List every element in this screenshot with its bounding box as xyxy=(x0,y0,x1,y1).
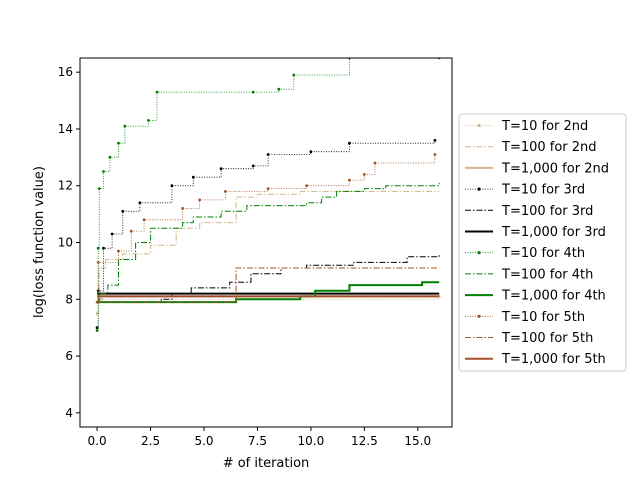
legend-marker xyxy=(477,123,481,128)
x-tick-label: 2.5 xyxy=(141,434,160,448)
series-point-3 xyxy=(348,141,351,145)
series-point-9 xyxy=(348,178,351,182)
series-point-3 xyxy=(266,153,270,156)
series-point-3 xyxy=(170,184,174,188)
series-point-3 xyxy=(110,232,114,236)
legend-marker xyxy=(477,251,481,255)
series-point-6 xyxy=(147,119,150,122)
series-point-3 xyxy=(251,164,255,168)
legend-label: T=1,000 for 2nd xyxy=(501,161,609,176)
series-point-6 xyxy=(251,90,255,94)
y-axis-label: log(loss function value) xyxy=(32,166,47,318)
legend-label: T=1,000 for 4th xyxy=(501,289,606,304)
series-point-9 xyxy=(224,190,227,193)
series-point-6 xyxy=(108,155,112,159)
y-tick-label: 12 xyxy=(58,179,73,193)
y-tick-label: 14 xyxy=(58,122,73,136)
legend: T=10 for 2nd T=100 for 2nd T=1,000 for 2nd… xyxy=(458,113,627,372)
series-point-9 xyxy=(266,187,270,191)
series-point-3 xyxy=(309,150,313,154)
legend-marker xyxy=(477,314,481,318)
y-tick-label: 8 xyxy=(65,292,73,306)
series-point-9 xyxy=(198,198,202,202)
series-point-3 xyxy=(433,138,437,142)
series-point-9 xyxy=(142,218,146,222)
legend-label: T=10 for 5th xyxy=(501,310,585,325)
series-point-3 xyxy=(102,246,105,250)
y-tick-label: 4 xyxy=(65,406,73,420)
x-tick-label: 15.0 xyxy=(404,434,431,448)
legend-label: T=10 for 3rd xyxy=(501,183,585,198)
y-tick-label: 10 xyxy=(58,236,73,250)
series-point-6 xyxy=(95,329,99,332)
x-tick-label: 0.0 xyxy=(88,434,107,448)
series-point-6 xyxy=(292,73,296,77)
series-point-6 xyxy=(117,141,120,145)
series-point-6 xyxy=(123,124,127,128)
y-tick-label: 16 xyxy=(58,65,73,79)
x-tick-label: 5.0 xyxy=(194,434,213,448)
legend-label: T=100 for 5th xyxy=(501,331,593,346)
series-line-7 xyxy=(97,182,440,303)
series-line-9 xyxy=(97,154,436,303)
series-line-10 xyxy=(97,267,440,303)
series-point-9 xyxy=(373,161,377,165)
series-line-6 xyxy=(97,58,440,331)
legend-marker xyxy=(477,187,481,191)
legend-label: T=100 for 4th xyxy=(501,267,593,282)
legend-label: T=100 for 3rd xyxy=(501,204,593,219)
series-layer xyxy=(95,58,441,332)
legend-label: T=10 for 4th xyxy=(501,246,585,261)
y-tick-label: 6 xyxy=(65,349,73,363)
series-point-6 xyxy=(97,187,101,191)
series-point-9 xyxy=(362,173,366,176)
series-point-6 xyxy=(102,170,105,173)
series-point-9 xyxy=(433,153,437,156)
series-point-3 xyxy=(191,175,195,179)
series-point-3 xyxy=(121,209,125,213)
x-tick-label: 10.0 xyxy=(298,434,325,448)
x-axis-label: # of iteration xyxy=(223,456,310,471)
series-point-9 xyxy=(129,229,133,233)
legend-label: T=1,000 for 5th xyxy=(501,352,606,367)
legend-label: T=10 for 2nd xyxy=(501,119,588,134)
series-line-3 xyxy=(97,140,436,329)
series-point-9 xyxy=(117,249,120,253)
plot-area xyxy=(80,58,452,427)
y-axis: 4 6 8 10 12 14 16 xyxy=(58,65,80,420)
x-tick-label: 7.5 xyxy=(248,434,267,448)
series-point-6 xyxy=(277,87,281,91)
series-point-6 xyxy=(155,90,159,94)
series-point-9 xyxy=(181,207,185,210)
legend-frame xyxy=(458,113,627,372)
series-point-3 xyxy=(138,201,142,205)
series-point-6 xyxy=(96,246,100,250)
series-point-0 xyxy=(95,312,99,315)
series-point-9 xyxy=(305,184,308,188)
series-line-1 xyxy=(97,190,440,300)
legend-label: T=1,000 for 3rd xyxy=(501,225,606,240)
x-tick-label: 12.5 xyxy=(351,434,378,448)
series-point-0 xyxy=(100,297,103,301)
legend-label: T=100 for 2nd xyxy=(501,140,597,155)
series-point-9 xyxy=(96,261,100,264)
series-point-3 xyxy=(219,167,223,171)
x-axis: 0.0 2.5 5.0 7.5 10.0 12.5 15.0 xyxy=(88,427,431,448)
